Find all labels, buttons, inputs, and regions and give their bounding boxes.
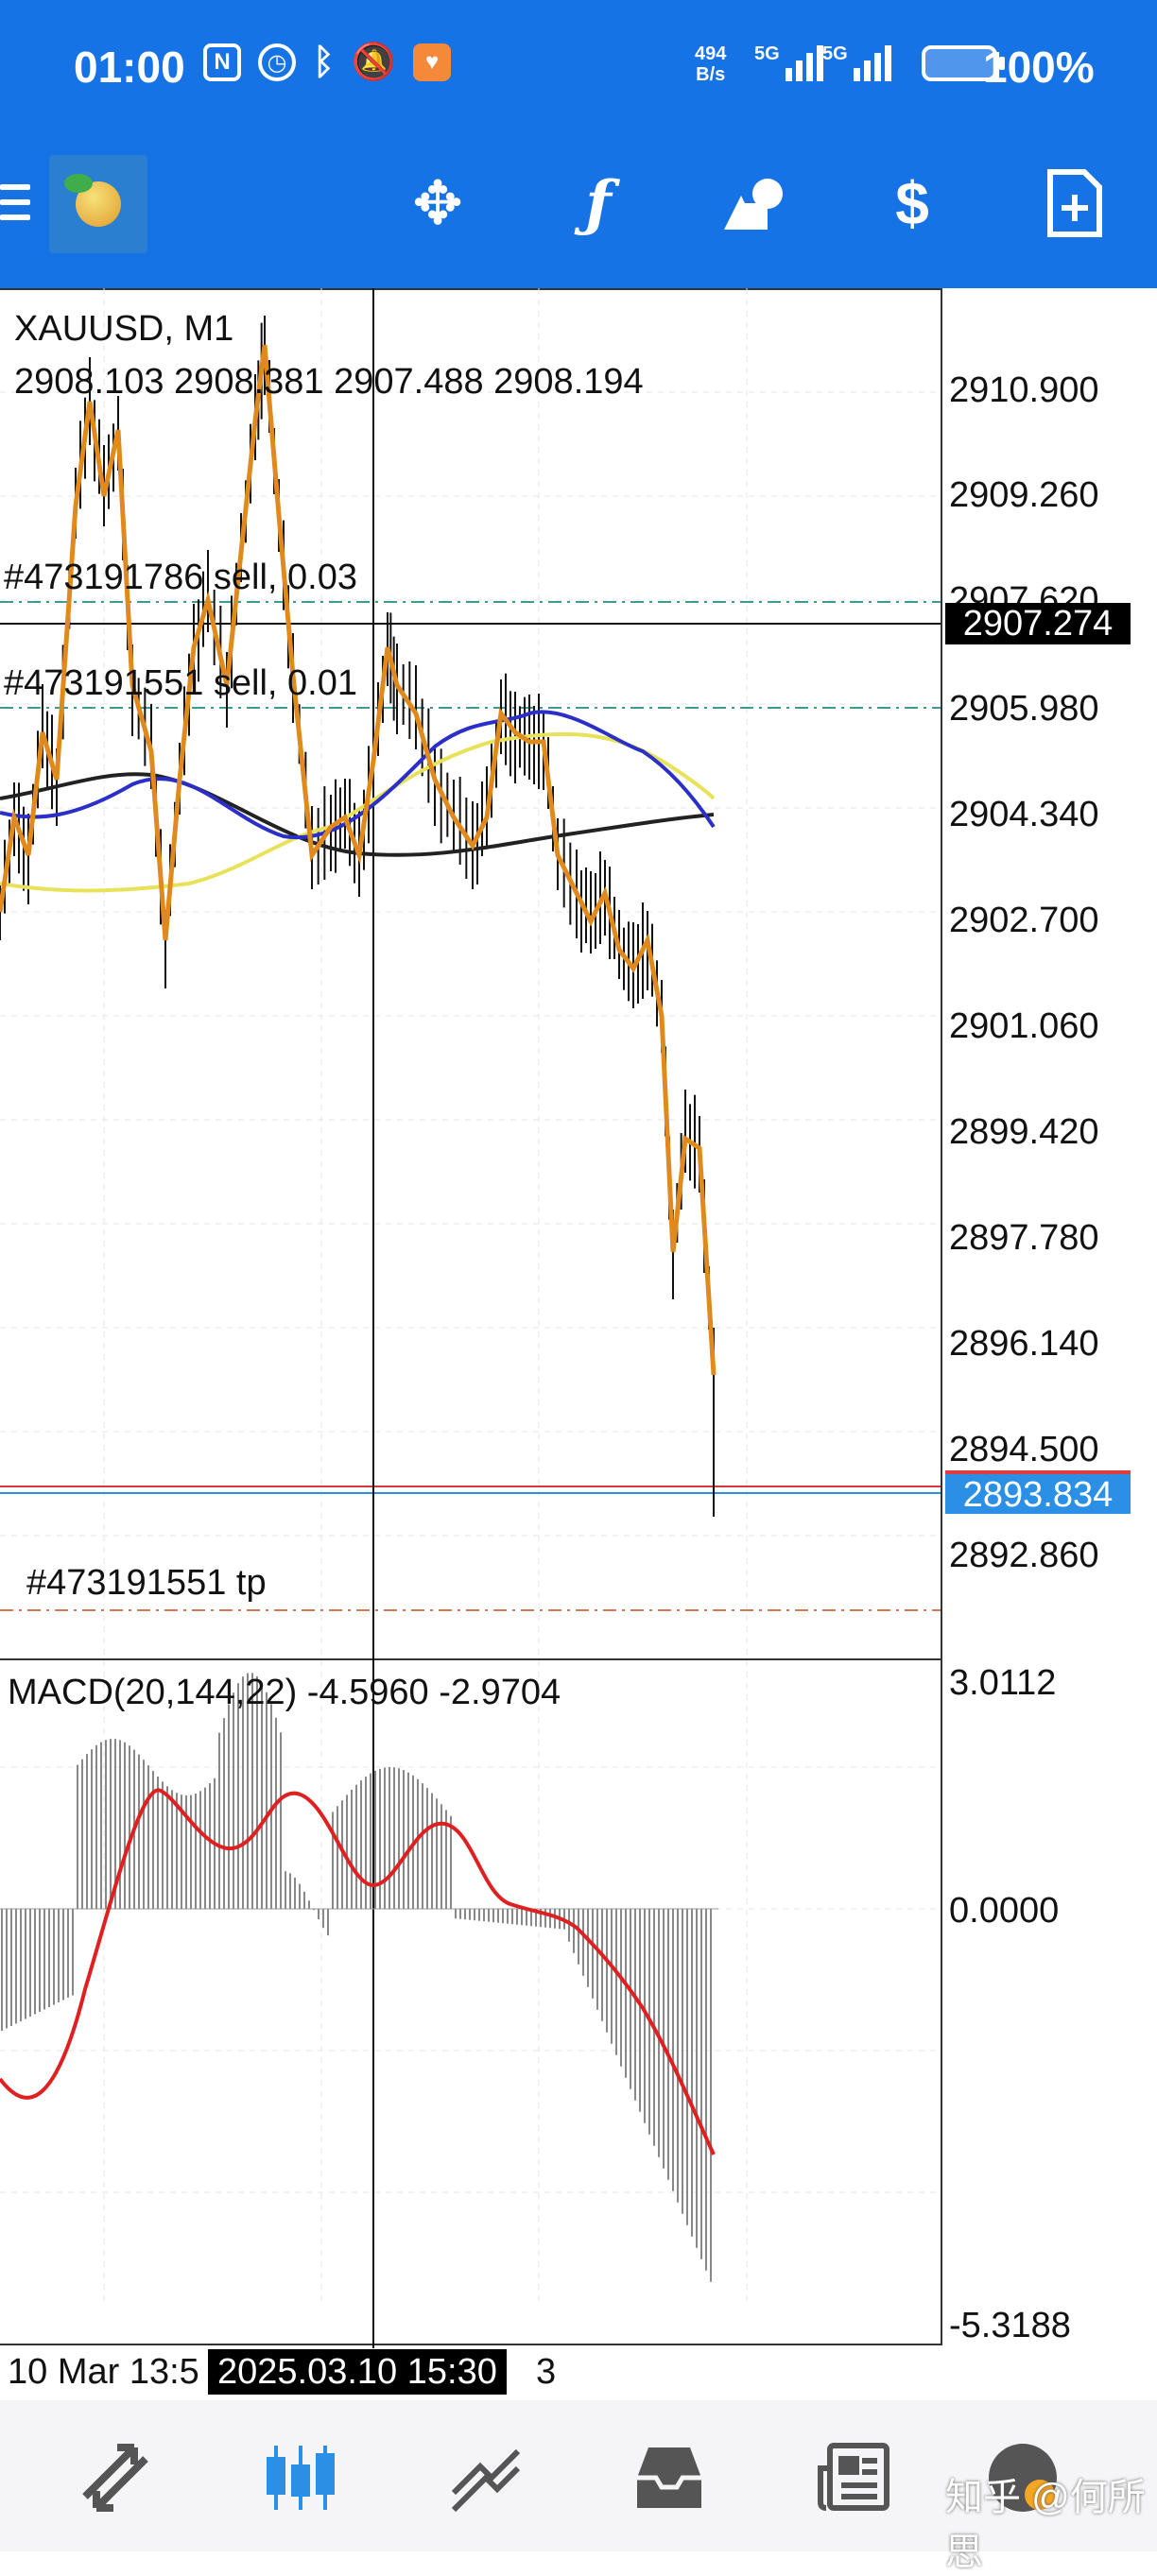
- menu-icon[interactable]: [0, 184, 30, 230]
- macd-frame[interactable]: [0, 1660, 942, 2345]
- price-axis-label: 2894.500: [949, 1430, 1099, 1469]
- trade-icon[interactable]: $: [895, 169, 929, 237]
- price-axis-label: 2902.700: [949, 901, 1099, 940]
- chart-canvas[interactable]: [0, 288, 945, 2348]
- signal-2-icon: 5G: [822, 43, 891, 81]
- history-icon[interactable]: [631, 2440, 707, 2516]
- price-axis-label: 2897.780: [949, 1218, 1099, 1258]
- macd-axis-label: 0.0000: [949, 1891, 1060, 1931]
- price-axis-label: 2910.900: [949, 370, 1099, 410]
- battery-level: 100%: [983, 43, 1095, 92]
- price-chart-frame[interactable]: [0, 288, 942, 1660]
- bid-price-tag: 2893.834: [945, 1470, 1131, 1515]
- price-axis-label: 2896.140: [949, 1324, 1099, 1364]
- net-speed: 494 B/s: [695, 43, 727, 85]
- battery-icon: [922, 45, 1005, 81]
- macd-histogram: [1, 1673, 712, 2282]
- order-label-2[interactable]: #473191551 sell, 0.01: [4, 663, 357, 703]
- watermark: 知乎 @何所思: [945, 2477, 1146, 2573]
- chart-icon[interactable]: [263, 2440, 338, 2516]
- tp-label[interactable]: #473191551 tp: [26, 1563, 267, 1603]
- objects-icon[interactable]: [722, 170, 788, 236]
- time-axis-label: 3: [536, 2352, 557, 2392]
- alarm-icon: ◷: [258, 43, 296, 81]
- signal-1-icon: 5G: [754, 43, 823, 81]
- macd-label: MACD(20,144,22) -4.5960 -2.9704: [8, 1673, 561, 1712]
- ma-orange: [0, 344, 717, 1376]
- metatrader-logo[interactable]: [49, 155, 147, 253]
- current-price-tag: 2907.274: [945, 603, 1131, 644]
- new-order-icon[interactable]: [1042, 169, 1108, 237]
- price-axis-label: 2909.260: [949, 475, 1099, 515]
- price-axis-label: 2892.860: [949, 1536, 1099, 1575]
- macd-signal-line: [0, 1788, 716, 2155]
- health-icon: ♥: [413, 43, 452, 81]
- price-axis-label: 2899.420: [949, 1112, 1099, 1152]
- status-icons: N ◷ ᛒ 🔕 ♥: [203, 42, 452, 83]
- status-bar: 01:00 N ◷ ᛒ 🔕 ♥ 494 B/s 5G 5G 100%: [0, 0, 1157, 132]
- trade-nav-icon[interactable]: [448, 2440, 524, 2516]
- macd-axis-label: 3.0112: [949, 1663, 1057, 1703]
- macd-axis-label: -5.3188: [949, 2306, 1071, 2345]
- time-axis-label: 10 Mar 13:5: [8, 2352, 199, 2392]
- bottom-navigation: [0, 2400, 1157, 2551]
- crosshair-move-icon[interactable]: ✥: [412, 168, 463, 237]
- news-icon[interactable]: [817, 2440, 892, 2516]
- clock: 01:00: [74, 43, 185, 92]
- symbol-timeframe: XAUUSD, M1: [14, 309, 234, 349]
- nfc-icon: N: [203, 43, 241, 81]
- quotes-icon[interactable]: [78, 2440, 153, 2516]
- settings-icon[interactable]: [985, 2440, 1061, 2516]
- crosshair-time-tag: 2025.03.10 15:30: [208, 2349, 507, 2395]
- grid: [0, 288, 941, 2306]
- indicators-icon[interactable]: ƒ: [585, 167, 612, 239]
- ma-yellow: [0, 731, 716, 893]
- order-label-1[interactable]: #473191786 sell, 0.03: [4, 558, 357, 597]
- price-axis-label: 2904.340: [949, 795, 1099, 834]
- bluetooth-icon: ᛒ: [313, 42, 335, 82]
- price-axis-label: 2905.980: [949, 689, 1099, 729]
- chart-toolbar: [0, 132, 1157, 288]
- ma-blue: [0, 710, 716, 840]
- mute-icon: 🔕: [351, 43, 397, 82]
- ohlc-values: 2908.103 2908.381 2907.488 2908.194: [14, 362, 644, 402]
- price-axis-label: 2901.060: [949, 1006, 1099, 1046]
